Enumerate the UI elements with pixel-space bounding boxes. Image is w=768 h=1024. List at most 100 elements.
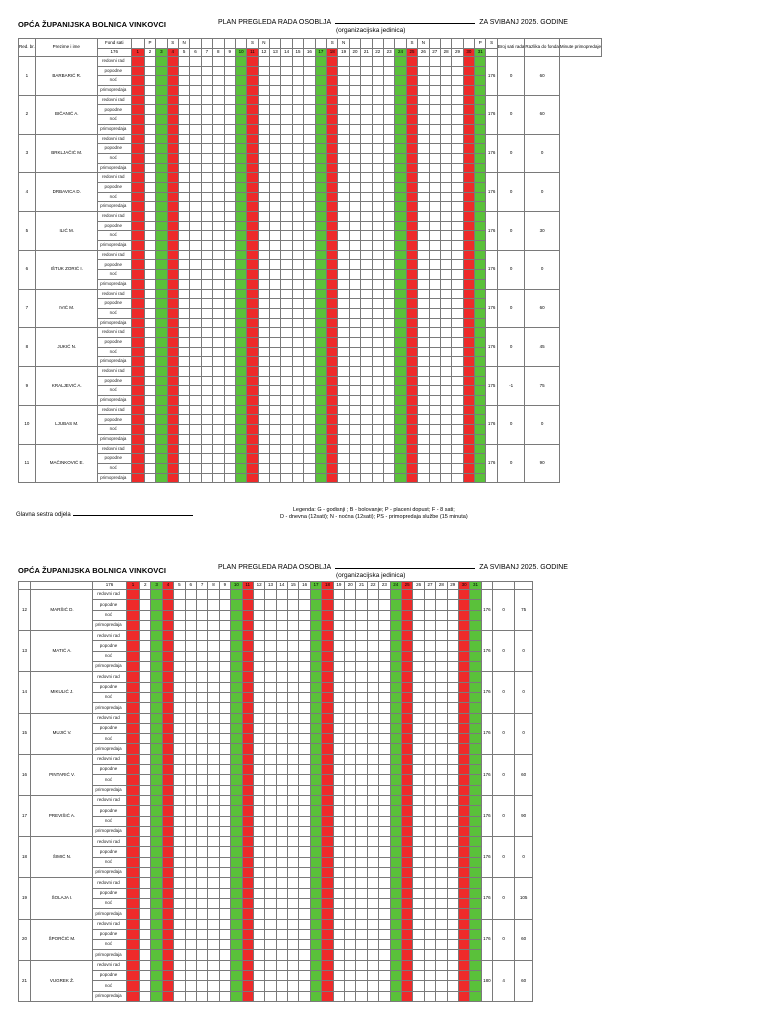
handover-minutes: 30 [524, 211, 560, 251]
schedule-cell [474, 123, 487, 135]
schedule-cell [257, 75, 271, 87]
day-number: 3 [150, 581, 163, 590]
schedule-cell [366, 980, 380, 992]
schedule-cell [382, 307, 396, 319]
schedule-cell [371, 211, 384, 222]
schedule-cell [321, 959, 334, 971]
schedule-cell [462, 433, 476, 445]
schedule-cell [412, 733, 425, 745]
day-letter: N [257, 38, 271, 49]
shift-label: redovni rad [92, 959, 127, 971]
schedule-cell [138, 671, 152, 683]
schedule-cell [394, 201, 407, 212]
schedule-cell [234, 395, 248, 406]
shift-label: redovni rad [92, 836, 127, 848]
schedule-cell [246, 104, 259, 116]
schedule-cell [257, 472, 271, 484]
schedule-cell [321, 774, 334, 786]
shift-label: primopredaja [96, 240, 132, 251]
shift-label: redovni rad [92, 588, 127, 601]
schedule-cell [400, 671, 414, 683]
schedule-cell [412, 722, 425, 735]
schedule-cell [382, 191, 396, 203]
schedule-cell [348, 104, 362, 116]
schedule-cell [337, 356, 350, 367]
schedule-cell [337, 336, 350, 348]
schedule-cell [400, 691, 414, 704]
schedule-cell [457, 928, 471, 941]
schedule-cell [130, 327, 145, 338]
schedule-cell [389, 671, 403, 683]
schedule-cell [344, 619, 357, 632]
schedule-cell [195, 939, 209, 951]
schedule-cell [303, 201, 316, 212]
schedule-cell [439, 288, 453, 300]
schedule-cell [366, 764, 380, 776]
schedule-cell [138, 764, 152, 776]
schedule-cell [400, 990, 414, 1002]
schedule-cell [462, 56, 476, 67]
schedule-cell [451, 346, 464, 358]
schedule-cell [212, 298, 225, 309]
day-number: 5 [177, 48, 191, 57]
shift-label: popodne [92, 887, 127, 899]
schedule-cell [212, 152, 225, 164]
schedule-cell [435, 609, 448, 621]
schedule-cell [378, 630, 391, 642]
schedule-cell [189, 143, 202, 154]
schedule-cell [321, 980, 334, 992]
schedule-cell [405, 395, 419, 406]
schedule-cell [138, 959, 152, 971]
schedule-cell [394, 404, 407, 416]
schedule-cell [451, 472, 464, 484]
schedule-cell [234, 85, 248, 96]
schedule-cell [439, 462, 453, 474]
schedule-cell [230, 619, 243, 632]
schedule-cell [355, 794, 368, 807]
schedule-cell [314, 278, 328, 290]
schedule-cell [417, 278, 430, 290]
schedule-cell [184, 722, 197, 735]
schedule-cell [344, 609, 357, 621]
schedule-cell [252, 969, 266, 982]
schedule-cell [378, 918, 391, 930]
schedule-cell [161, 949, 175, 961]
schedule-cell [355, 630, 368, 642]
staff-number: 15 [18, 712, 31, 755]
schedule-cell [189, 259, 202, 271]
schedule-cell [212, 346, 225, 358]
schedule-cell [332, 846, 346, 858]
schedule-cell [366, 939, 380, 951]
schedule-cell [451, 94, 464, 106]
schedule-cell [291, 375, 305, 387]
schedule-cell [150, 712, 163, 724]
schedule-cell [173, 774, 186, 786]
schedule-cell [462, 346, 476, 358]
schedule-cell [252, 949, 266, 961]
schedule-cell [378, 794, 391, 807]
schedule-cell [435, 939, 448, 951]
schedule-cell [280, 162, 293, 174]
schedule-cell [451, 453, 464, 464]
schedule-cell [218, 681, 232, 693]
schedule-cell [309, 969, 323, 982]
schedule-cell [155, 298, 168, 309]
schedule-cell [223, 346, 236, 358]
schedule-cell [275, 599, 289, 611]
schedule-cell [184, 609, 197, 621]
schedule-cell [130, 278, 145, 290]
schedule-cell [287, 733, 300, 745]
schedule-cell [428, 201, 441, 212]
schedule-cell [287, 661, 300, 673]
schedule-cell [371, 230, 384, 242]
schedule-cell [298, 619, 311, 632]
schedule-cell [280, 56, 293, 67]
schedule-cell [428, 259, 441, 271]
schedule-cell [212, 414, 225, 426]
schedule-cell [150, 887, 163, 899]
schedule-cell [173, 805, 186, 817]
schedule-cell [366, 949, 380, 961]
staff-name: ŠOLAJA I. [30, 877, 93, 920]
schedule-cell [417, 75, 430, 87]
handover-minutes: 0 [524, 249, 560, 290]
